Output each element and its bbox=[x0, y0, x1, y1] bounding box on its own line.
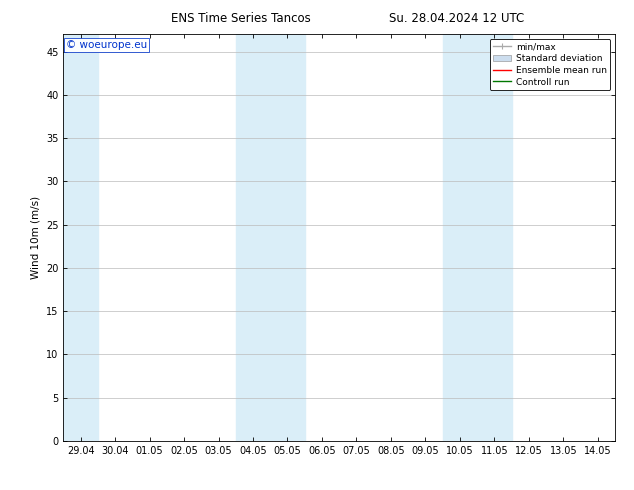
Bar bbox=[236, 34, 305, 441]
Legend: min/max, Standard deviation, Ensemble mean run, Controll run: min/max, Standard deviation, Ensemble me… bbox=[489, 39, 611, 90]
Text: © woeurope.eu: © woeurope.eu bbox=[66, 40, 148, 50]
Bar bbox=[443, 34, 512, 441]
Text: Su. 28.04.2024 12 UTC: Su. 28.04.2024 12 UTC bbox=[389, 12, 524, 25]
Bar bbox=[63, 34, 98, 441]
Text: ENS Time Series Tancos: ENS Time Series Tancos bbox=[171, 12, 311, 25]
Y-axis label: Wind 10m (m/s): Wind 10m (m/s) bbox=[30, 196, 41, 279]
